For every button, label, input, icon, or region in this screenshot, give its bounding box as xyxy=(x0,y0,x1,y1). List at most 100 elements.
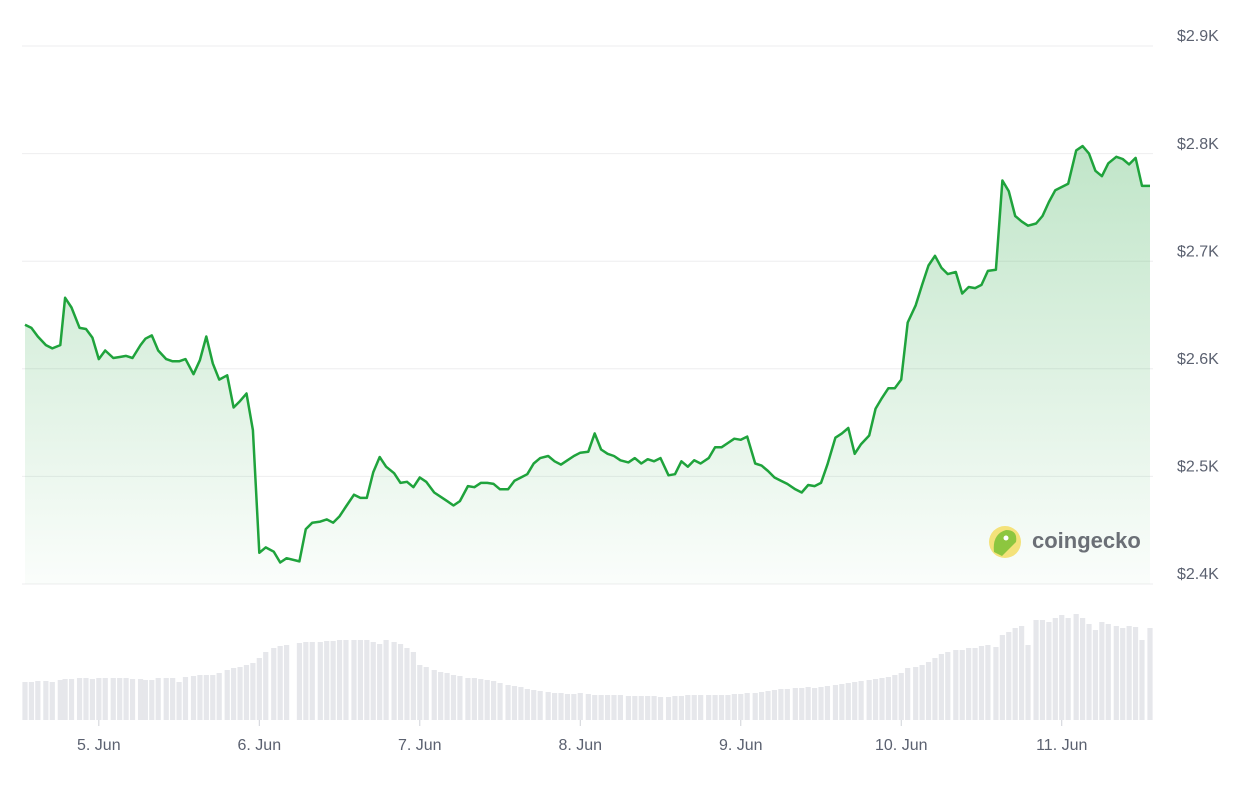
x-tick-label: 10. Jun xyxy=(875,737,927,754)
volume-bar xyxy=(357,640,364,720)
volume-bar xyxy=(531,690,537,720)
volume-bar xyxy=(1147,628,1153,720)
volume-bar xyxy=(672,696,678,720)
volume-bar xyxy=(243,665,250,720)
volume-bar xyxy=(431,670,437,720)
volume-bar xyxy=(62,679,68,720)
volume-bar xyxy=(845,683,851,720)
volume-bar xyxy=(925,662,932,720)
volume-bar xyxy=(163,678,169,720)
volume-bar xyxy=(410,652,416,720)
volume-bar xyxy=(117,678,123,720)
volume-bar xyxy=(237,667,243,720)
volume-bar xyxy=(518,687,524,720)
volume-bar xyxy=(330,641,336,720)
volume-bar xyxy=(110,678,116,720)
volume-bar xyxy=(377,644,383,720)
volume-bar xyxy=(1139,640,1145,720)
volume-bar xyxy=(524,689,530,720)
volume-bar xyxy=(778,689,784,720)
volume-bar xyxy=(932,658,938,720)
volume-bar xyxy=(805,687,811,720)
volume-bar xyxy=(799,688,805,720)
volume-bar xyxy=(176,682,182,720)
volume-bar xyxy=(759,692,765,720)
volume-bar xyxy=(444,673,450,720)
volume-bar xyxy=(465,678,471,720)
volume-bar xyxy=(303,642,309,720)
volume-bar xyxy=(792,688,798,720)
volume-bar xyxy=(657,697,664,720)
volume-bar xyxy=(364,640,370,720)
volume-bar xyxy=(190,676,197,720)
volume-bar xyxy=(752,693,758,720)
volume-bar xyxy=(571,694,577,720)
volume-bar xyxy=(210,675,216,720)
volume-bar xyxy=(771,690,778,720)
volume-bar xyxy=(505,685,511,720)
volume-bar xyxy=(484,680,490,720)
volume-bar xyxy=(1126,626,1132,720)
volume-bar xyxy=(1113,626,1119,720)
volume-bar xyxy=(765,691,771,720)
volume-bar xyxy=(585,694,591,720)
volume-bar xyxy=(28,682,35,720)
volume-bar xyxy=(945,652,951,720)
volume-bar xyxy=(858,681,864,720)
volume-bar xyxy=(123,678,129,720)
volume-bar xyxy=(712,695,718,720)
volume-bar xyxy=(250,663,256,720)
volume-bar xyxy=(978,646,985,720)
volume-bar xyxy=(142,680,148,720)
volume-bar xyxy=(892,675,898,720)
volume-bar xyxy=(818,687,824,720)
volume-bar xyxy=(216,673,222,720)
volume-bar xyxy=(1099,622,1105,720)
volume-bar xyxy=(182,677,189,720)
volume-bar xyxy=(972,648,978,720)
volume-bar xyxy=(263,652,269,720)
volume-bar xyxy=(784,689,790,720)
volume-bar xyxy=(905,668,911,720)
volume-bar xyxy=(1079,618,1086,720)
volume-bar xyxy=(450,675,457,720)
volume-bars xyxy=(22,614,1153,720)
volume-bar xyxy=(1025,645,1031,720)
volume-bar xyxy=(283,645,290,720)
volume-bar xyxy=(491,681,497,720)
price-line xyxy=(24,144,1150,564)
y-tick-label: $2.8K xyxy=(1177,136,1219,153)
y-tick-label: $2.4K xyxy=(1177,566,1219,583)
volume-bar xyxy=(604,695,611,720)
y-tick-label: $2.9K xyxy=(1177,28,1219,45)
volume-bar xyxy=(1065,618,1071,720)
volume-bar xyxy=(564,694,571,720)
x-tick-label: 11. Jun xyxy=(1036,737,1087,754)
volume-bar xyxy=(558,693,564,720)
volume-bar xyxy=(611,695,617,720)
volume-bar xyxy=(511,686,518,720)
volume-bar xyxy=(89,679,96,720)
volume-bar xyxy=(1006,632,1012,720)
volume-bar xyxy=(879,678,885,720)
volume-bar xyxy=(738,694,744,720)
y-tick-label: $2.6K xyxy=(1177,351,1219,368)
volume-bar xyxy=(898,673,904,720)
price-area xyxy=(25,146,1150,584)
volume-bar xyxy=(953,650,959,720)
volume-bar xyxy=(478,679,484,720)
volume-bar xyxy=(632,696,638,720)
x-tick-label: 5. Jun xyxy=(77,737,121,754)
volume-bar xyxy=(537,691,543,720)
volume-bar xyxy=(83,678,89,720)
volume-bar xyxy=(271,648,277,720)
volume-bar xyxy=(1086,624,1092,720)
volume-bar xyxy=(598,695,604,720)
volume-bar xyxy=(76,678,83,720)
volume-bar xyxy=(993,647,999,720)
x-tick-label: 7. Jun xyxy=(398,737,442,754)
volume-bar xyxy=(296,643,303,720)
volume-bar xyxy=(852,682,858,720)
